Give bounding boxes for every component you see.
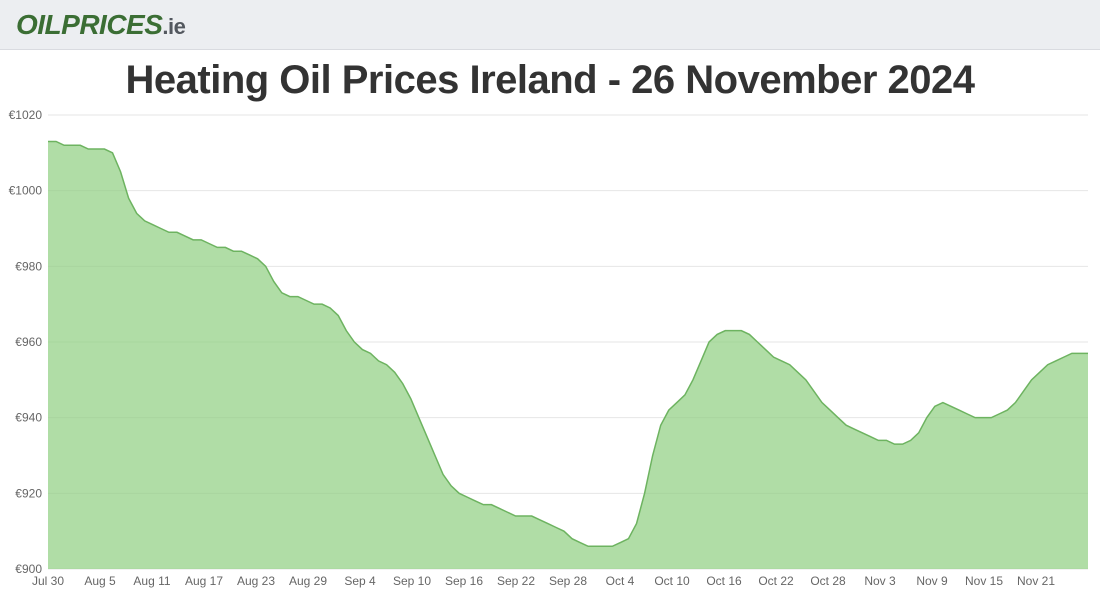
site-logo[interactable]: OILPRICES.ie [16,11,185,39]
x-tick-label: Aug 5 [84,574,116,588]
y-tick-label: €1020 [9,108,43,122]
y-tick-label: €980 [15,259,42,273]
x-tick-label: Sep 4 [344,574,376,588]
x-tick-label: Sep 16 [445,574,483,588]
x-tick-label: Oct 28 [810,574,846,588]
x-tick-label: Nov 15 [965,574,1003,588]
x-tick-label: Jul 30 [32,574,64,588]
x-tick-label: Oct 4 [606,574,635,588]
y-tick-label: €960 [15,335,42,349]
logo-text-main: OILPRICES [16,9,162,40]
page-title: Heating Oil Prices Ireland - 26 November… [0,58,1100,103]
y-tick-label: €920 [15,486,42,500]
x-tick-label: Aug 23 [237,574,275,588]
x-tick-label: Nov 9 [916,574,948,588]
x-tick-label: Sep 22 [497,574,535,588]
y-tick-label: €940 [15,411,42,425]
x-tick-label: Oct 10 [654,574,690,588]
area-fill [48,141,1088,569]
x-tick-label: Aug 17 [185,574,223,588]
y-tick-label: €1000 [9,184,43,198]
price-chart: €900€920€940€960€980€1000€1020Jul 30Aug … [0,107,1100,597]
x-tick-label: Sep 10 [393,574,431,588]
logo-text-suffix: .ie [162,14,185,39]
chart-svg: €900€920€940€960€980€1000€1020Jul 30Aug … [0,107,1100,597]
x-tick-label: Nov 21 [1017,574,1055,588]
x-tick-label: Aug 11 [133,574,170,588]
x-tick-label: Nov 3 [864,574,896,588]
x-tick-label: Aug 29 [289,574,327,588]
x-tick-label: Oct 16 [706,574,742,588]
x-tick-label: Oct 22 [758,574,794,588]
x-tick-label: Sep 28 [549,574,587,588]
header-bar: OILPRICES.ie [0,0,1100,50]
